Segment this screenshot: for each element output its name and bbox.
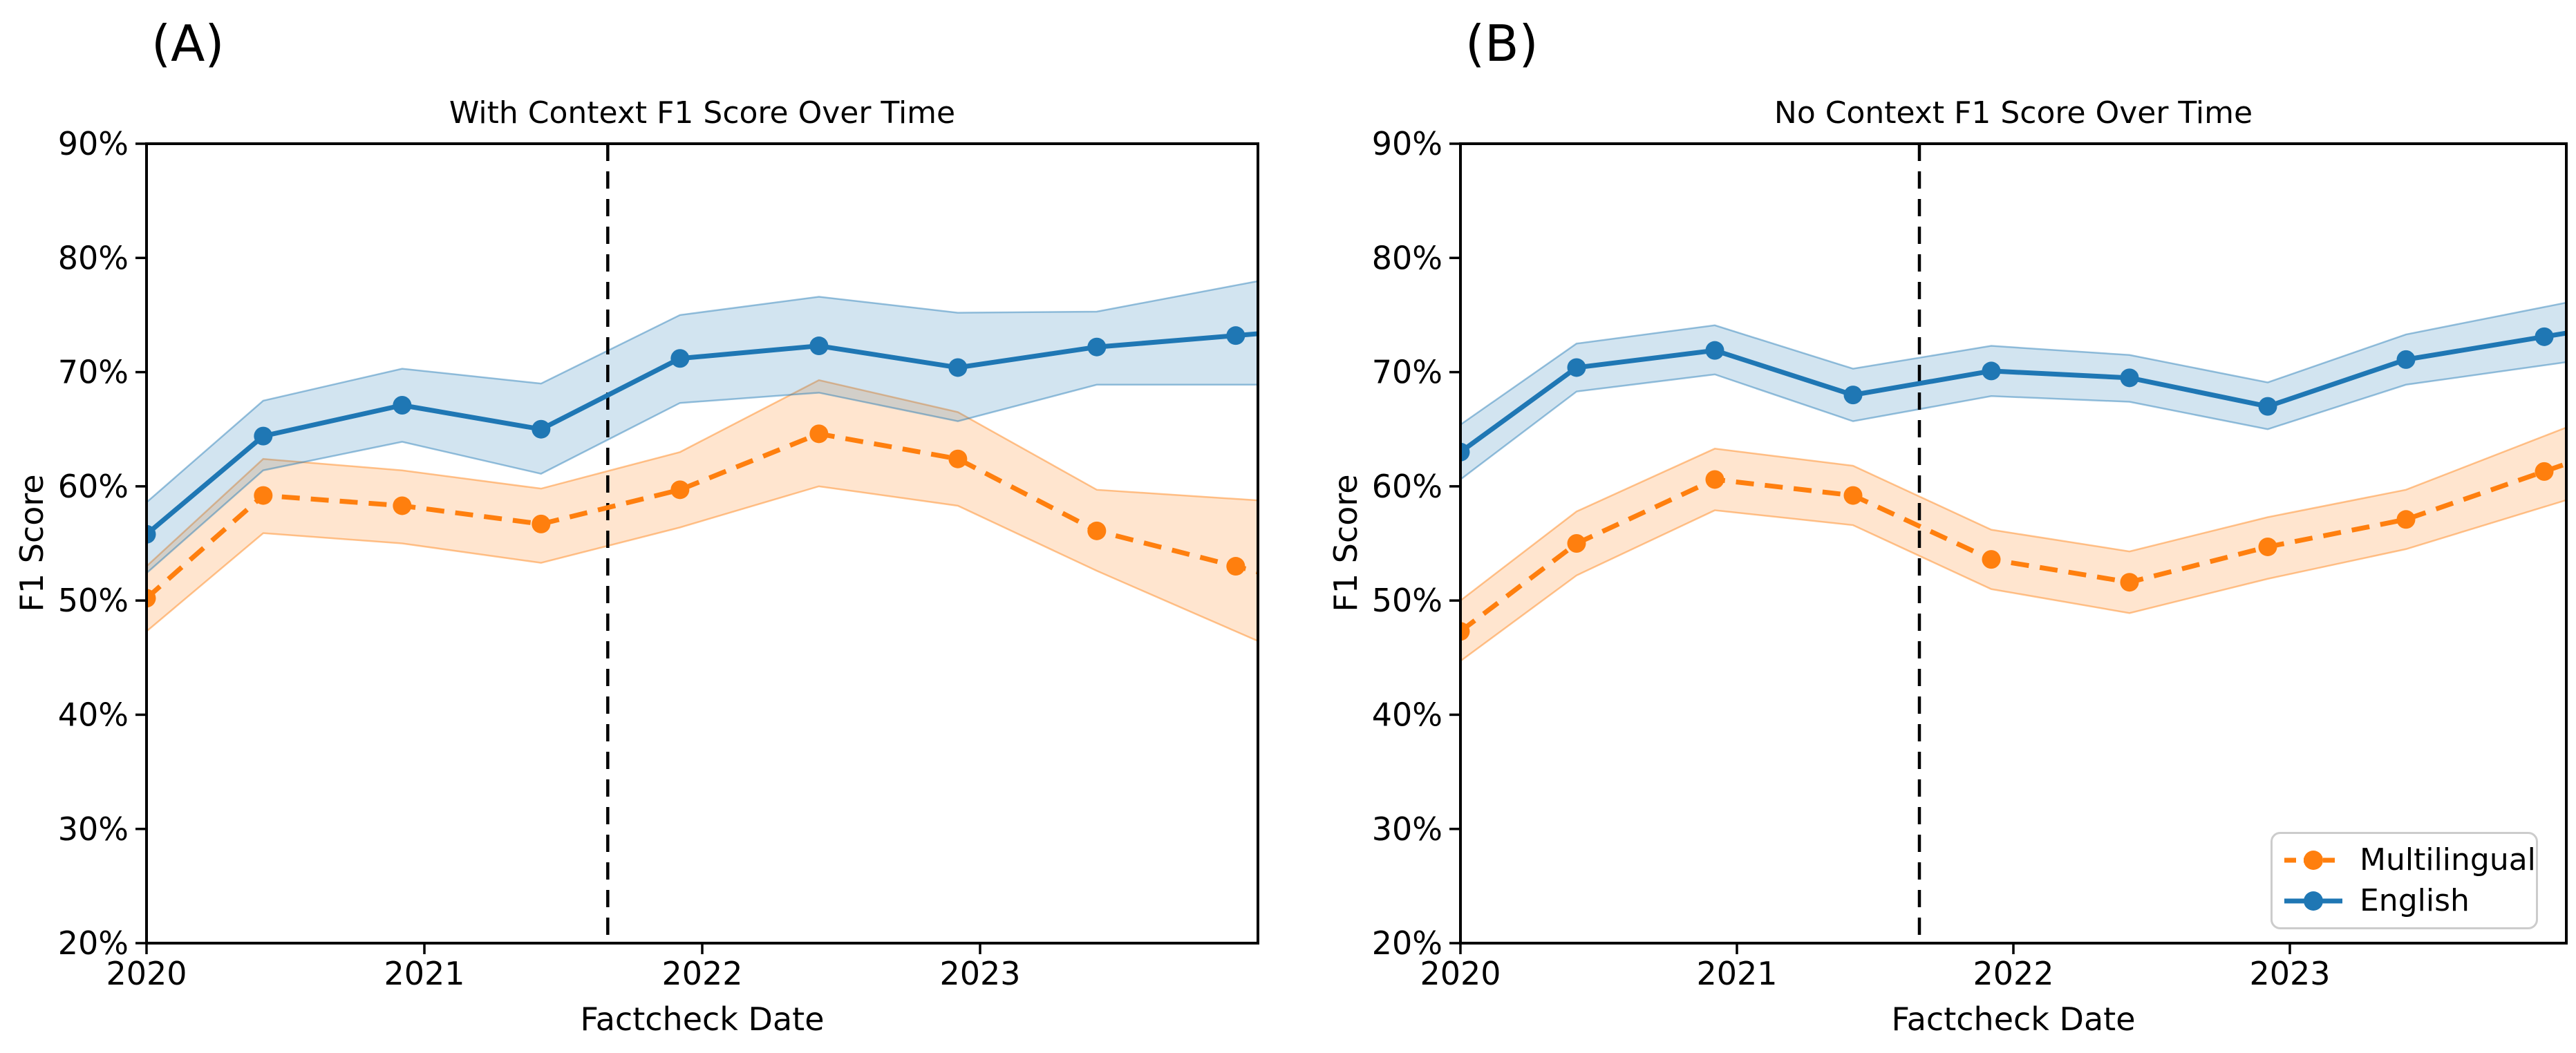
panel-a-english-marker bbox=[532, 419, 551, 439]
panel-a-multilingual-marker bbox=[1087, 521, 1107, 540]
panel-b-y-tick-label: 20% bbox=[1372, 924, 1442, 962]
panel-a-multilingual-marker bbox=[254, 486, 273, 505]
panel-b-multilingual-confidence-band bbox=[1460, 426, 2566, 663]
panel-a-y-tick-label: 50% bbox=[58, 582, 129, 619]
panel-a-x-tick-label: 2021 bbox=[384, 955, 464, 992]
panel-a-x-axis-label: Factcheck Date bbox=[580, 1000, 825, 1038]
panel-b-english-marker bbox=[2258, 397, 2277, 416]
panel-b-y-tick-label: 70% bbox=[1372, 354, 1442, 391]
panel-a-letter: (A) bbox=[151, 15, 225, 73]
panel-a-english-line bbox=[147, 331, 1258, 536]
panel-b-multilingual-marker bbox=[2258, 537, 2277, 556]
panel-a-english-marker bbox=[948, 358, 968, 377]
panel-a-multilingual-confidence-band bbox=[147, 379, 1258, 643]
panel-a-title: With Context F1 Score Over Time bbox=[449, 95, 956, 131]
legend-item-english: English bbox=[2282, 886, 2526, 916]
panel-a-y-tick-label: 70% bbox=[58, 354, 129, 391]
panel-b-multilingual-line bbox=[1460, 461, 2566, 634]
panel-b-x-tick-label: 2022 bbox=[1973, 955, 2053, 992]
panel-a-multilingual-marker bbox=[147, 589, 156, 608]
legend-label-english: English bbox=[2360, 883, 2470, 919]
legend-dashed-line-marker-icon bbox=[2284, 850, 2342, 870]
panel-a-english-marker bbox=[809, 336, 829, 356]
panel-b-y-tick-label: 40% bbox=[1372, 696, 1442, 734]
panel-b-english-marker bbox=[2396, 350, 2416, 369]
panel-a-english-marker bbox=[147, 524, 156, 544]
panel-b-multilingual-marker bbox=[1567, 534, 1586, 553]
panel-b-english-marker bbox=[1843, 386, 1863, 405]
panel-a-multilingual-marker bbox=[532, 514, 551, 533]
panel-a-multilingual-marker bbox=[393, 496, 412, 515]
panel-a-y-axis-label: F1 Score bbox=[13, 474, 50, 612]
legend: Multilingual English bbox=[2271, 832, 2538, 929]
panel-b-y-tick-label: 50% bbox=[1372, 582, 1442, 619]
panel-b-plot-area bbox=[1460, 144, 2566, 943]
panel-a-y-tick-label: 90% bbox=[58, 125, 129, 162]
panel-b-english-marker bbox=[2535, 327, 2554, 346]
panel-a-x-tick-label: 2022 bbox=[661, 955, 742, 992]
panel-b-y-tick-label: 60% bbox=[1372, 468, 1442, 505]
panel-b-y-tick-label: 90% bbox=[1372, 125, 1442, 162]
panel-b-english-marker bbox=[1705, 341, 1724, 360]
panel-b-multilingual-marker bbox=[1843, 486, 1863, 505]
panel-b-english-confidence-band bbox=[1460, 301, 2566, 481]
panel-a-multilingual-line bbox=[147, 431, 1258, 600]
panel-b-english-marker bbox=[2120, 368, 2139, 388]
panel-a-english-marker bbox=[393, 396, 412, 415]
panel-a-y-tick-label: 40% bbox=[58, 696, 129, 734]
panel-b-letter: (B) bbox=[1465, 15, 1539, 73]
panel-a-y-tick-label: 60% bbox=[58, 468, 129, 505]
panel-b-english-marker bbox=[1460, 442, 1470, 462]
legend-label-multilingual: Multilingual bbox=[2360, 842, 2536, 878]
legend-solid-line-marker-icon bbox=[2284, 891, 2342, 911]
panel-a-english-marker bbox=[1226, 326, 1245, 345]
panel-a-y-tick-label: 30% bbox=[58, 810, 129, 848]
panel-a-y-tick-label: 20% bbox=[58, 924, 129, 962]
panel-b-multilingual-marker bbox=[2396, 510, 2416, 529]
panel-a-x-tick-label: 2023 bbox=[939, 955, 1020, 992]
panel-a-english-marker bbox=[670, 349, 690, 368]
panel-a-english-confidence-band bbox=[147, 280, 1258, 575]
panel-b-multilingual-marker bbox=[1705, 470, 1724, 489]
panel-a-multilingual-marker bbox=[809, 424, 829, 444]
panel-b-multilingual-marker bbox=[1982, 550, 2001, 569]
panel-b-title: No Context F1 Score Over Time bbox=[1774, 95, 2253, 131]
panel-b-x-tick-label: 2021 bbox=[1696, 955, 1777, 992]
panel-b-x-tick-label: 2023 bbox=[2249, 955, 2330, 992]
panel-b-x-axis-label: Factcheck Date bbox=[1891, 1000, 2136, 1038]
panel-b-x-tick-label: 2020 bbox=[1420, 955, 1501, 992]
panel-a-multilingual-marker bbox=[1226, 557, 1245, 576]
panel-b-y-tick-label: 80% bbox=[1372, 239, 1442, 276]
panel-b-english-line bbox=[1460, 330, 2566, 455]
panel-b-y-tick-label: 30% bbox=[1372, 810, 1442, 848]
panel-a-y-tick-label: 80% bbox=[58, 239, 129, 276]
panel-b-multilingual-marker bbox=[1460, 622, 1470, 641]
panel-a-english-marker bbox=[254, 426, 273, 446]
panel-a-multilingual-marker bbox=[948, 449, 968, 468]
panel-a-plot-area bbox=[147, 144, 1258, 943]
legend-item-multilingual: Multilingual bbox=[2282, 844, 2536, 875]
panel-b-multilingual-marker bbox=[2120, 573, 2139, 592]
panel-b-english-marker bbox=[1567, 358, 1586, 377]
panel-a-english-marker bbox=[1087, 337, 1107, 357]
panel-b-y-axis-label: F1 Score bbox=[1327, 474, 1364, 612]
panel-b-english-marker bbox=[1982, 361, 2001, 381]
panel-a-x-tick-label: 2020 bbox=[106, 955, 187, 992]
panel-b-multilingual-marker bbox=[2535, 462, 2554, 481]
panel-a-multilingual-marker bbox=[670, 480, 690, 500]
